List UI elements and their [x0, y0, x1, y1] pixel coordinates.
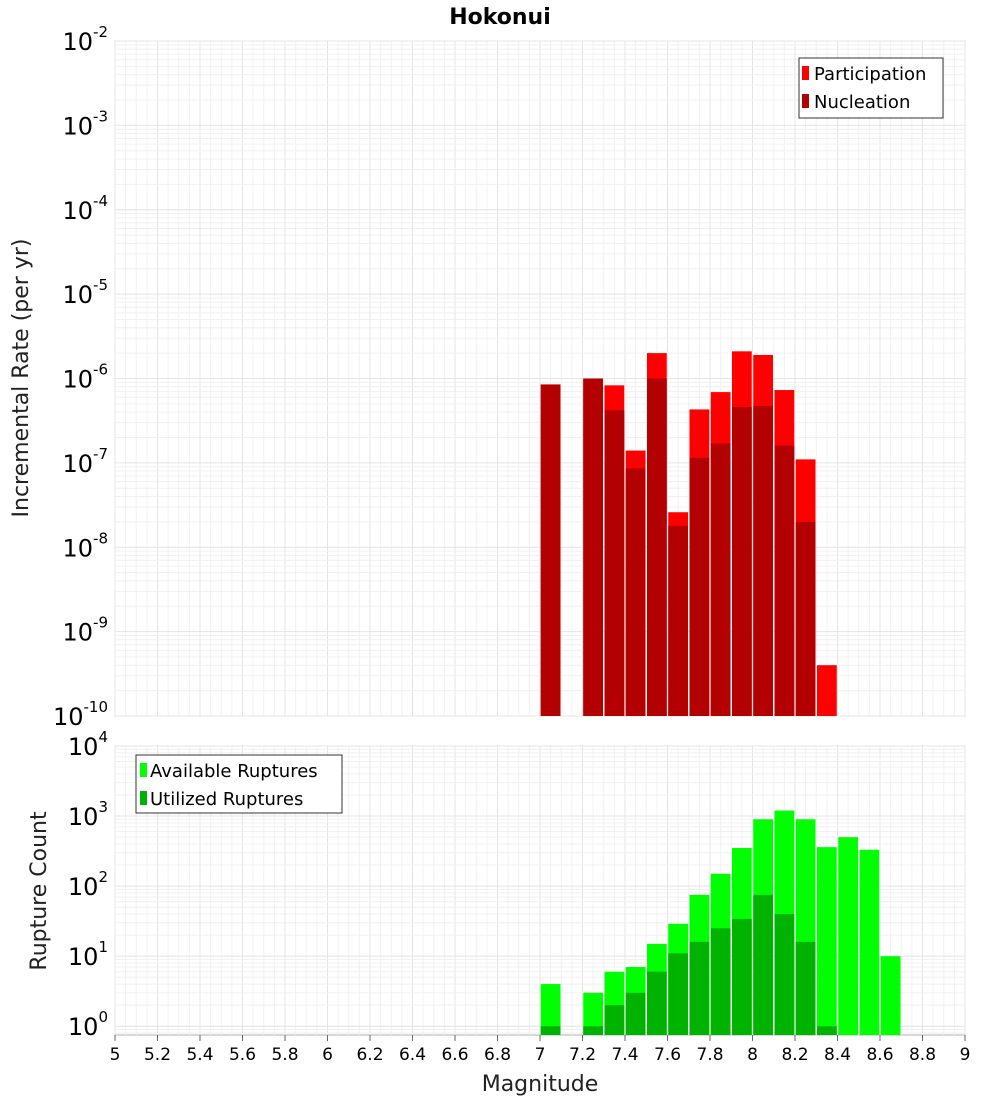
top-legend: Participation Nucleation [798, 57, 944, 119]
x-tick-label: 9 [960, 1045, 971, 1065]
chart-title: Hokonui [449, 5, 551, 30]
bottom-y-tick-label: 100 [68, 1008, 108, 1041]
nucleation-bar [604, 410, 625, 716]
legend-label-nucleation: Nucleation [814, 92, 910, 113]
top-y-tick-label: 10-2 [62, 23, 108, 56]
nucleation-bar [753, 406, 773, 716]
x-tick-label: 7.6 [654, 1045, 681, 1065]
x-tick-label: 7.2 [569, 1045, 596, 1065]
top-bars [540, 351, 837, 716]
x-tick-label: 7 [535, 1045, 546, 1065]
utilized-ruptures-bar [710, 928, 731, 1035]
top-grid [114, 40, 966, 717]
bottom-y-ticks: 104 103 102 101 100 [68, 728, 108, 1041]
utilized-ruptures-bar [583, 1026, 603, 1035]
available-ruptures-bar [880, 956, 901, 1035]
x-tick-label: 8.4 [824, 1045, 851, 1065]
x-tick-label: 5.4 [186, 1045, 213, 1065]
nucleation-bar [668, 525, 688, 716]
x-tick-label: 6.8 [484, 1045, 511, 1065]
utilized-ruptures-bar [817, 1026, 837, 1035]
bottom-y-tick-label: 102 [68, 868, 108, 901]
bottom-legend: Available Ruptures Utilized Ruptures [135, 754, 343, 814]
x-tick-label: 6.2 [356, 1045, 383, 1065]
top-y-tick-label: 10-8 [62, 529, 108, 562]
available-ruptures-bar [817, 847, 837, 1035]
nucleation-bar [540, 384, 561, 716]
x-tick-label: 5 [110, 1045, 121, 1065]
nucleation-bar [647, 378, 667, 716]
nucleation-bar [774, 445, 795, 716]
top-y-tick-label: 10-6 [62, 361, 108, 394]
available-ruptures-bar [583, 992, 603, 1035]
x-tick-label: 8 [747, 1045, 758, 1065]
legend-label-available-ruptures: Available Ruptures [150, 761, 318, 782]
x-tick-label: 8.2 [781, 1045, 808, 1065]
utilized-ruptures-bar [753, 894, 773, 1035]
nucleation-bar [732, 406, 752, 716]
bottom-y-tick-label: 101 [68, 938, 108, 971]
utilized-ruptures-bar [668, 953, 688, 1035]
legend-swatch-utilized [140, 791, 147, 805]
x-tick-label: 8.6 [866, 1045, 893, 1065]
top-y-tick-label: 10-5 [62, 276, 108, 309]
top-y-tick-label: 10-7 [62, 445, 108, 478]
participation-bar [817, 665, 837, 716]
available-ruptures-bar [838, 837, 858, 1035]
utilized-ruptures-bar [604, 1005, 625, 1035]
legend-label-participation: Participation [814, 64, 926, 85]
utilized-ruptures-bar [689, 941, 710, 1035]
x-tick-label: 6.6 [441, 1045, 468, 1065]
top-y-tick-label: 10-9 [62, 614, 108, 647]
available-ruptures-bar [859, 849, 880, 1035]
bottom-y-tick-label: 104 [68, 728, 108, 761]
legend-swatch-available [140, 763, 147, 777]
x-tick-label: 7.8 [696, 1045, 723, 1065]
x-tick-label: 5.6 [229, 1045, 256, 1065]
top-y-tick-label: 10-10 [53, 698, 108, 731]
x-tick-label: 6 [322, 1045, 333, 1065]
top-y-tick-label: 10-3 [62, 107, 108, 140]
nucleation-bar [689, 457, 710, 716]
legend-swatch-nucleation [802, 94, 809, 108]
nucleation-bar [625, 468, 646, 716]
nucleation-bar [583, 378, 603, 716]
utilized-ruptures-bar [625, 992, 646, 1035]
bottom-legend-box [135, 754, 343, 814]
top-legend-box [798, 57, 944, 119]
utilized-ruptures-bar [540, 1026, 561, 1035]
x-tick-label: 5.2 [144, 1045, 171, 1065]
x-tick-label: 6.4 [399, 1045, 426, 1065]
top-y-ticks: 10-2 10-3 10-4 10-5 10-6 10-7 10-8 10-9 10-10 [53, 23, 108, 731]
x-tick-label: 8.8 [909, 1045, 936, 1065]
x-tick-label: 5.8 [271, 1045, 298, 1065]
x-axis-label: Magnitude [482, 1072, 599, 1097]
utilized-ruptures-bar [795, 941, 816, 1035]
bottom-y-axis-label: Rupture Count [27, 811, 52, 971]
top-panel-rate-plot: 10-2 10-3 10-4 10-5 10-6 10-7 10-8 10-9 10-10 In… [9, 23, 966, 731]
bottom-bars [540, 810, 901, 1035]
bottom-panel-count-plot: 104 103 102 101 100 5 5.2 5.4 5.6 5.8 6 6.2 6.4 6.6 6… [27, 728, 970, 1097]
top-y-tick-label: 10-4 [62, 192, 108, 225]
legend-label-utilized-ruptures: Utilized Ruptures [150, 789, 303, 810]
legend-swatch-participation [802, 66, 809, 80]
x-ticks: 5 5.2 5.4 5.6 5.8 6 6.2 6.4 6.6 6.8 7 7.2 7.4 7.6 7.8 8… [110, 1035, 971, 1065]
bottom-y-tick-label: 103 [68, 798, 108, 831]
nucleation-bar [710, 443, 731, 716]
x-tick-label: 7.4 [611, 1045, 638, 1065]
top-y-axis-label: Incremental Rate (per yr) [9, 239, 34, 518]
utilized-ruptures-bar [732, 918, 752, 1035]
utilized-ruptures-bar [647, 971, 667, 1035]
available-ruptures-bar [540, 984, 561, 1035]
utilized-ruptures-bar [774, 914, 795, 1035]
nucleation-bar [795, 521, 816, 716]
